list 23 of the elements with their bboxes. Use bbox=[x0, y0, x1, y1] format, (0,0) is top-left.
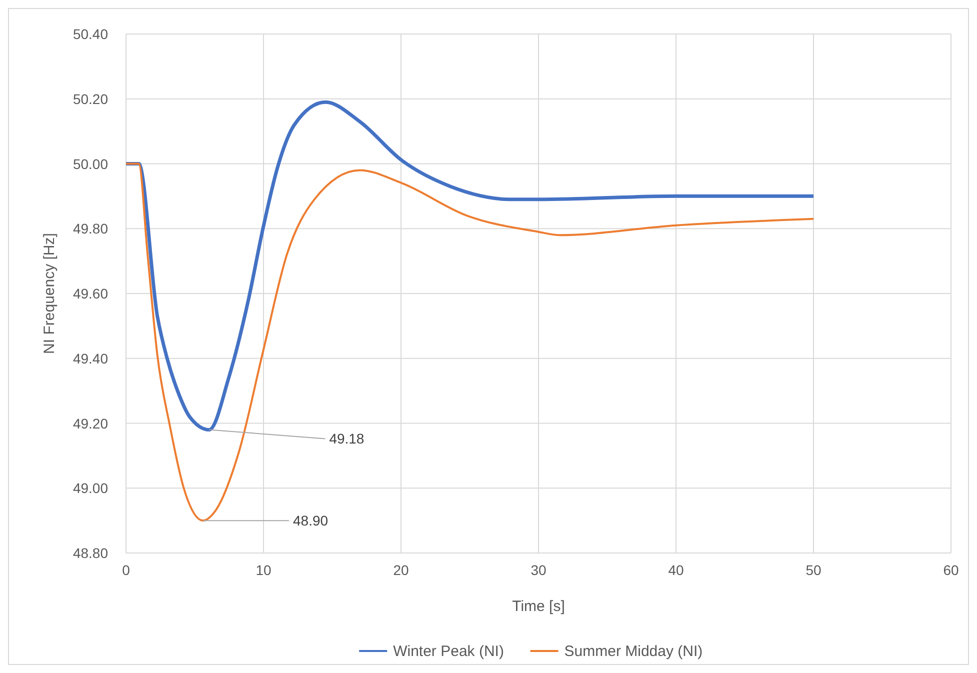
x-tick-label: 0 bbox=[122, 562, 130, 578]
x-tick-label: 40 bbox=[668, 562, 684, 578]
y-tick-label: 49.40 bbox=[72, 350, 108, 366]
annotation: 49.18 bbox=[329, 430, 364, 447]
y-tick-label: 50.40 bbox=[72, 26, 108, 42]
annotation: 48.90 bbox=[293, 512, 328, 529]
y-tick-label: 50.20 bbox=[72, 90, 108, 107]
x-axis-title: Time [s] bbox=[512, 598, 565, 615]
x-tick-label: 10 bbox=[256, 562, 272, 578]
y-tick-label: 49.00 bbox=[72, 480, 108, 496]
y-tick-label: 49.20 bbox=[72, 415, 108, 432]
y-axis-title: NI Frequency [Hz] bbox=[41, 233, 58, 354]
y-tick-label: 49.80 bbox=[72, 220, 108, 237]
x-tick-label: 20 bbox=[393, 562, 409, 578]
x-tick-label: 50 bbox=[806, 562, 822, 578]
legend-label: Summer Midday (NI) bbox=[564, 643, 703, 660]
legend-label: Winter Peak (NI) bbox=[393, 643, 504, 660]
y-tick-label: 50.00 bbox=[72, 156, 108, 172]
x-tick-label: 60 bbox=[943, 562, 959, 578]
line-series bbox=[124, 100, 816, 432]
y-tick-label: 49.60 bbox=[72, 286, 108, 302]
y-tick-label: 48.80 bbox=[72, 545, 108, 561]
x-tick-label: 30 bbox=[530, 562, 546, 578]
